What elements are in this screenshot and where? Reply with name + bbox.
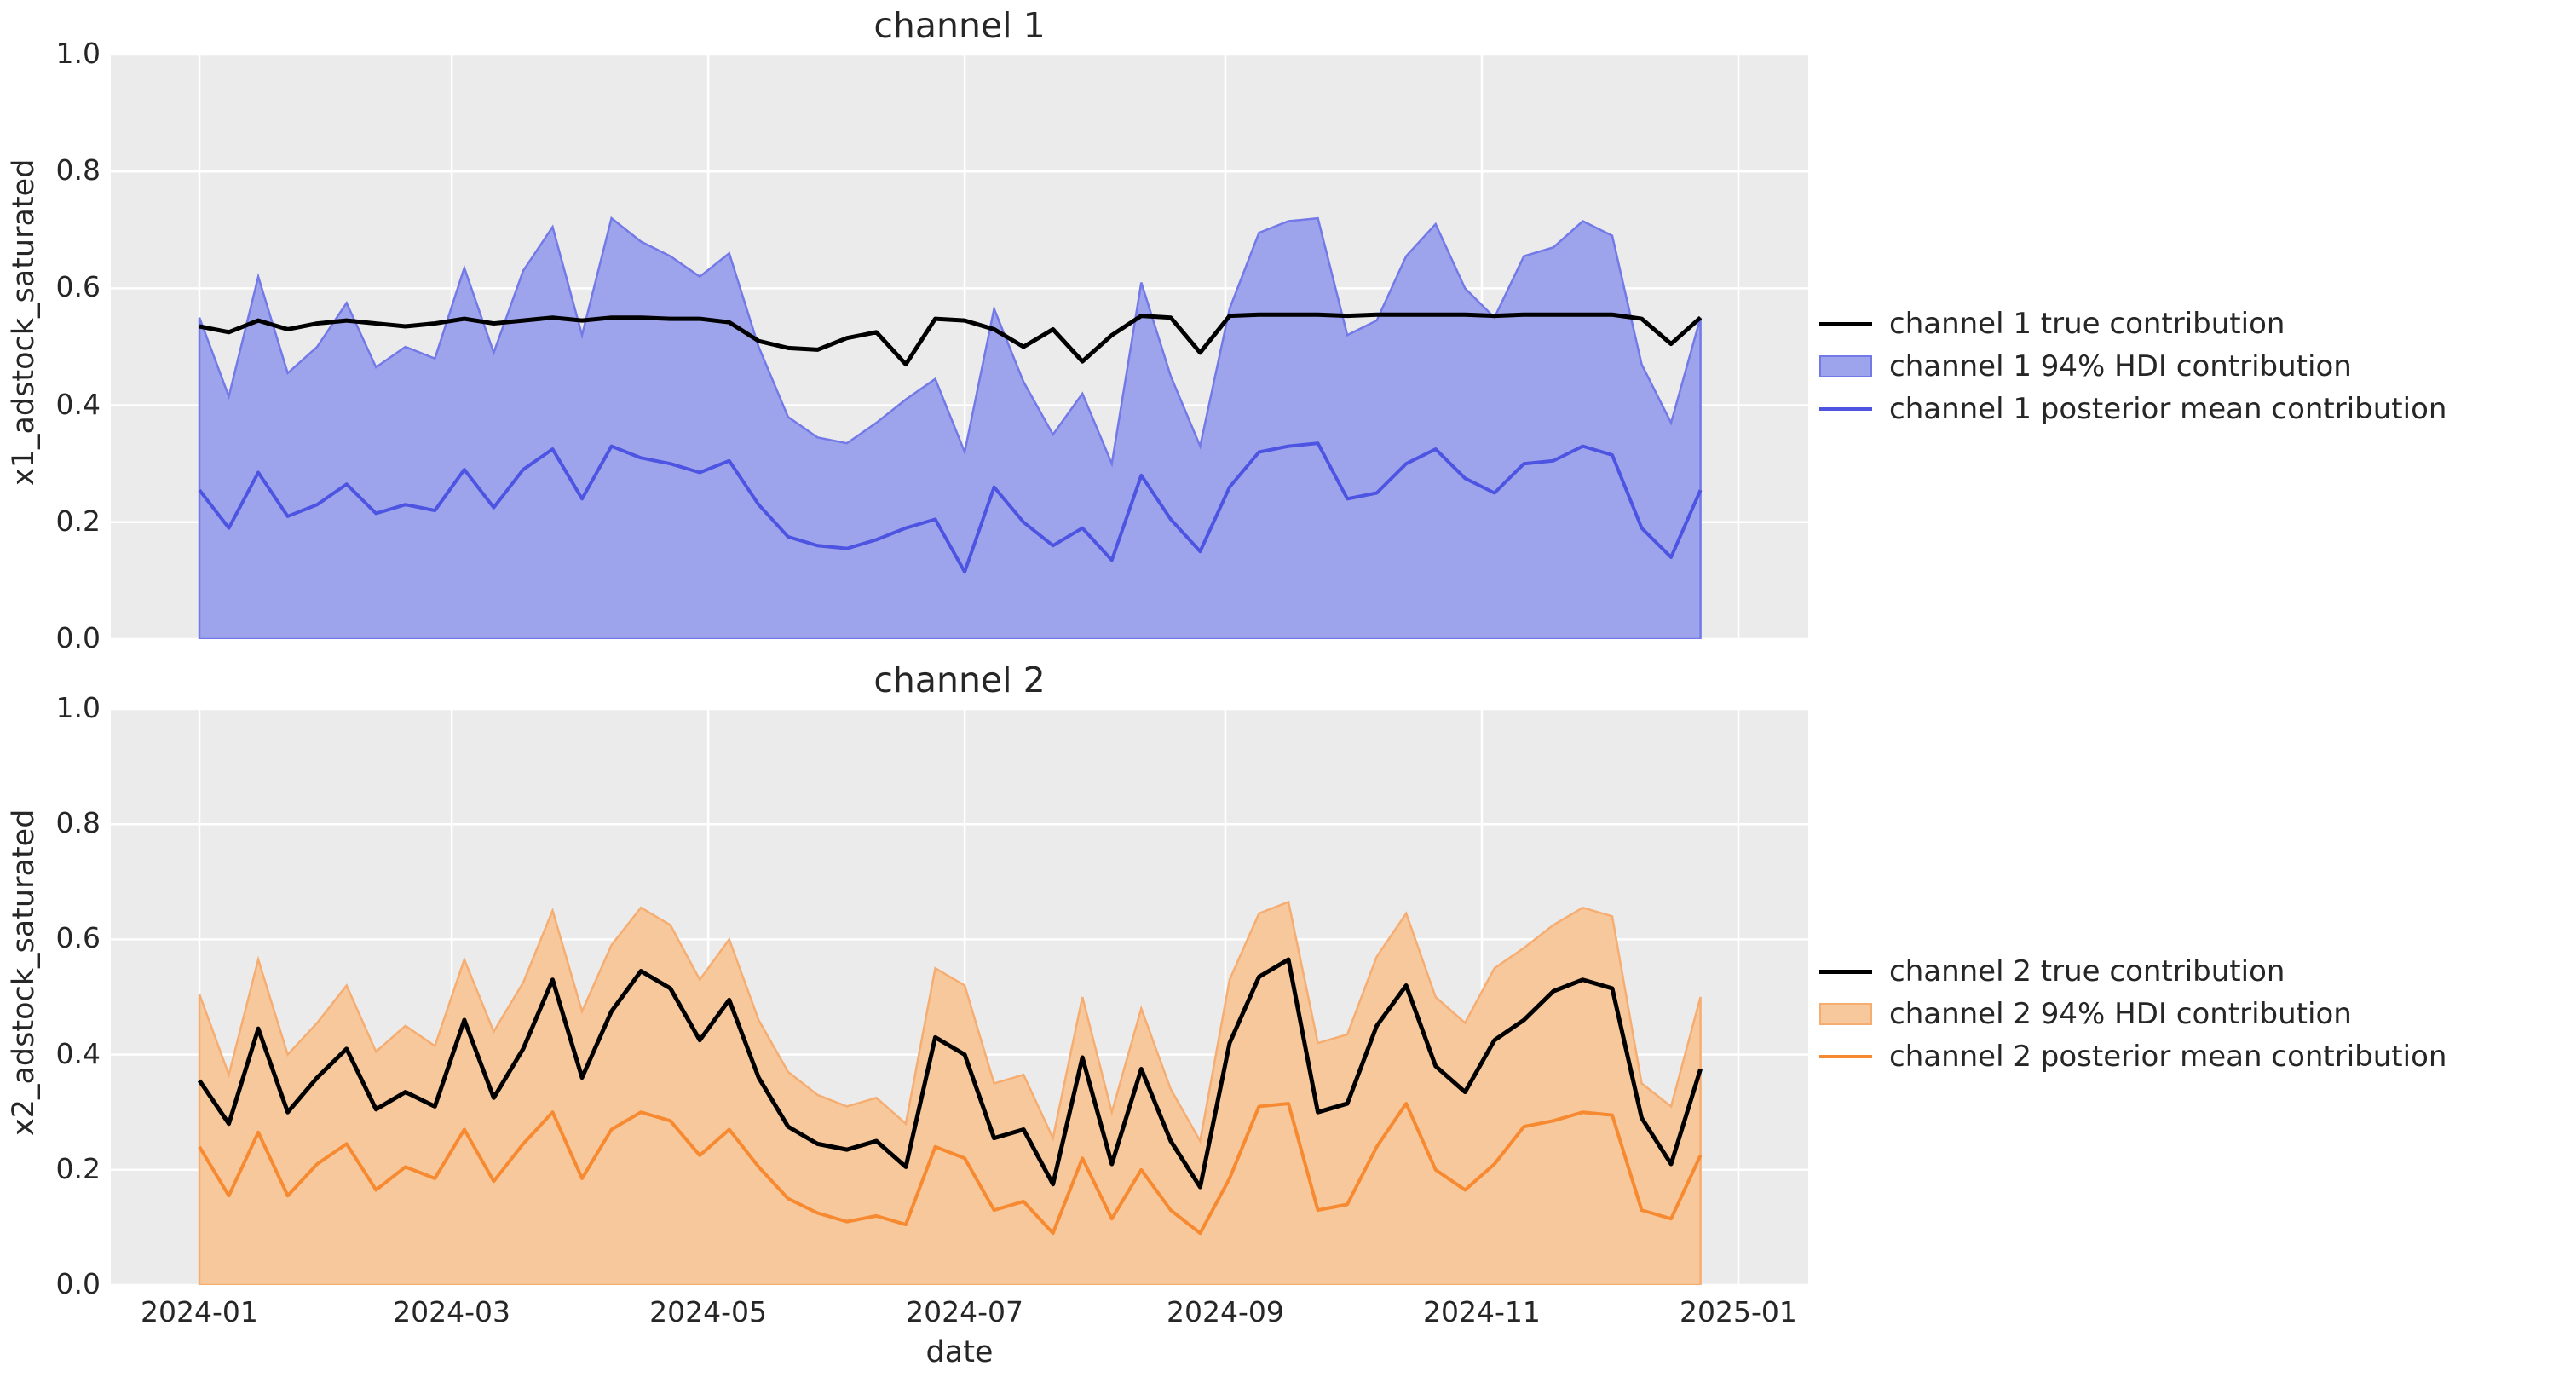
legend-label: channel 2 true contribution	[1889, 954, 2285, 988]
true-contribution-line	[197, 957, 1703, 1190]
legend-item-true-contribution: channel 1 true contribution	[1819, 303, 2446, 345]
band-patch-swatch-icon	[1819, 355, 1872, 377]
black-line-swatch-icon	[1819, 969, 1872, 974]
orange-line-swatch-icon	[1819, 1055, 1872, 1058]
y-tick-label: 0.2	[55, 1151, 101, 1185]
y-tick-label: 0.4	[55, 387, 101, 421]
y-tick-label: 0.4	[55, 1036, 101, 1070]
x-tick-label: 2024-09	[1167, 1295, 1284, 1328]
y-tick-label: 0.0	[55, 1267, 101, 1300]
x-tick-label: 2025-01	[1680, 1295, 1797, 1328]
chart-svg-channel-2	[111, 709, 1808, 1285]
y-axis-label-x2: x2_adstock_saturated	[7, 809, 41, 1136]
plot-area-channel-2	[111, 709, 1808, 1285]
plot-area-channel-1	[111, 55, 1808, 639]
y-axis-label-x1: x1_adstock_saturated	[7, 158, 41, 486]
x-axis-label-date: date	[925, 1335, 994, 1369]
true-contribution-line	[199, 312, 1703, 367]
band-patch-swatch-icon	[1819, 1003, 1872, 1025]
posterior-mean-line	[198, 441, 1703, 574]
legend-label: channel 1 posterior mean contribution	[1889, 392, 2447, 426]
black-line-swatch-icon	[1819, 321, 1872, 326]
y-tick-label: 0.8	[55, 806, 101, 840]
y-tick-label: 1.0	[55, 691, 101, 724]
legend-label: channel 2 posterior mean contribution	[1889, 1040, 2447, 1074]
y-tick-label: 0.0	[55, 621, 101, 654]
legend-label: channel 1 true contribution	[1889, 307, 2285, 341]
x-tick-label: 2024-07	[906, 1295, 1023, 1328]
y-tick-label: 1.0	[55, 37, 101, 70]
y-tick-label: 0.6	[55, 921, 101, 955]
legend-item-posterior-mean: channel 2 posterior mean contribution	[1819, 1035, 2446, 1078]
legend-item-hdi-contribution: channel 1 94% HDI contribution	[1819, 345, 2446, 388]
legend-item-posterior-mean: channel 1 posterior mean contribution	[1819, 388, 2446, 430]
y-tick-label: 0.8	[55, 153, 101, 187]
x-tick-label: 2024-01	[141, 1295, 258, 1328]
y-tick-label: 0.6	[55, 270, 101, 304]
x-tick-label: 2024-03	[393, 1295, 510, 1328]
y-tick-label: 0.2	[55, 504, 101, 538]
hdi-band	[198, 900, 1702, 1285]
x-tick-label: 2024-11	[1423, 1295, 1541, 1328]
legend-item-true-contribution: channel 2 true contribution	[1819, 950, 2446, 993]
legend-channel-2: channel 2 true contribution channel 2 94…	[1819, 950, 2446, 1078]
chart-svg-channel-1	[111, 55, 1808, 639]
hdi-band	[198, 216, 1702, 639]
chart-title-channel-1: channel 1	[873, 5, 1046, 46]
legend-label: channel 2 94% HDI contribution	[1889, 997, 2352, 1031]
posterior-mean-line	[198, 1102, 1703, 1236]
x-tick-label: 2024-05	[649, 1295, 767, 1328]
legend-item-hdi-contribution: channel 2 94% HDI contribution	[1819, 993, 2446, 1035]
legend-channel-1: channel 1 true contribution channel 1 94…	[1819, 303, 2446, 430]
blue-line-swatch-icon	[1819, 407, 1872, 411]
chart-title-channel-2: channel 2	[873, 660, 1046, 700]
legend-label: channel 1 94% HDI contribution	[1889, 349, 2352, 383]
